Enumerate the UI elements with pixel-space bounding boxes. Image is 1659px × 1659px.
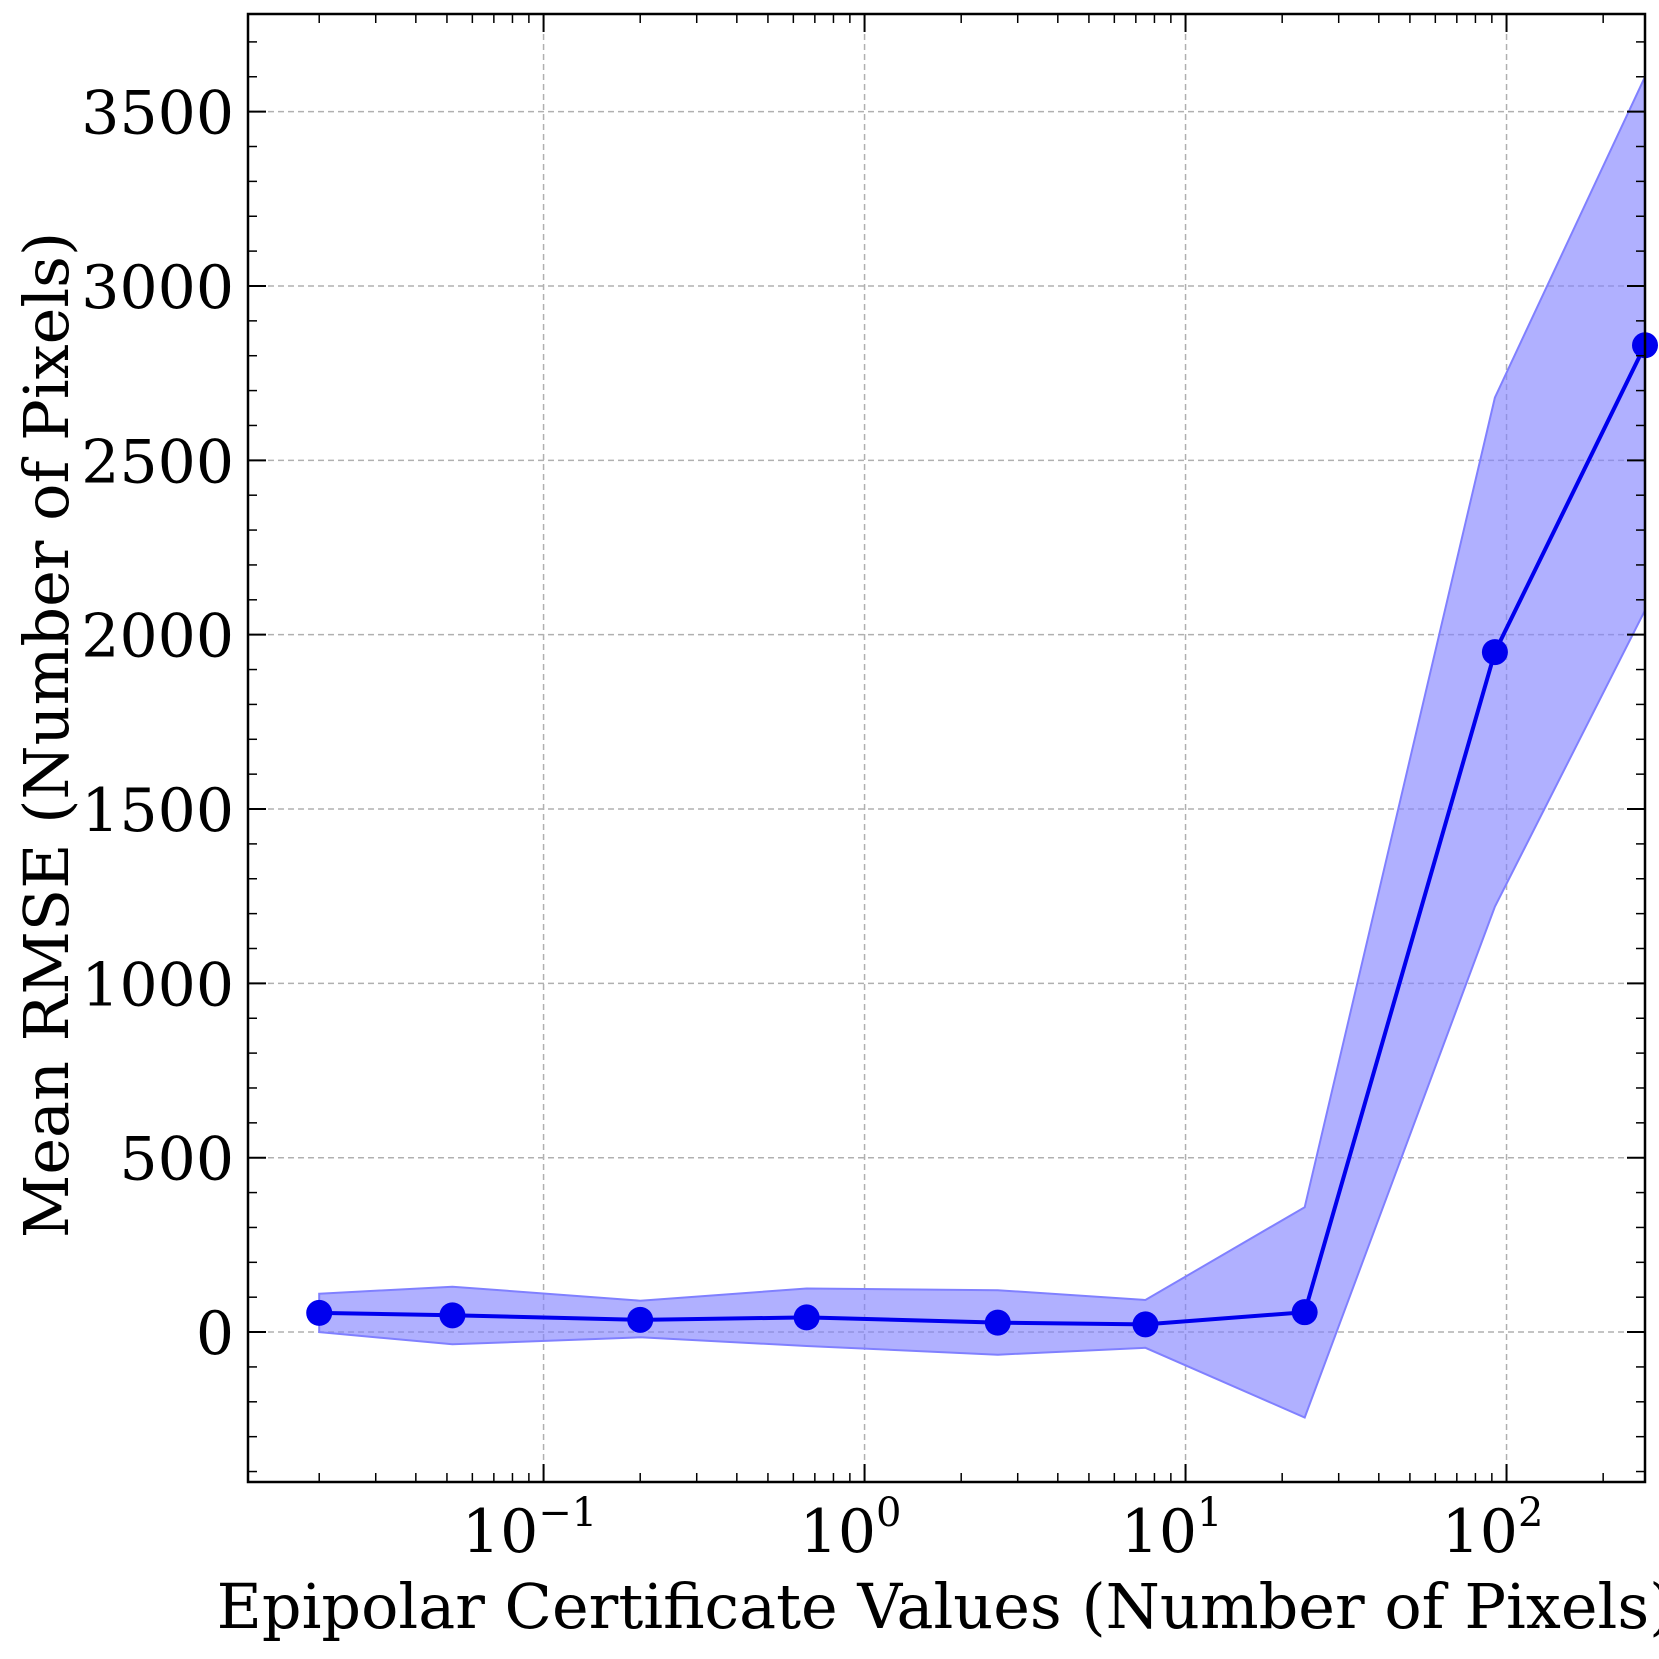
data-point xyxy=(1132,1311,1159,1338)
y-tick-label: 500 xyxy=(119,1125,234,1195)
y-tick-label: 0 xyxy=(196,1299,234,1369)
x-tick-label: 102 xyxy=(1442,1490,1544,1567)
y-tick-label: 2000 xyxy=(81,602,234,672)
axis-ticks xyxy=(248,14,1645,1482)
data-point xyxy=(1291,1299,1318,1326)
y-tick-label: 1000 xyxy=(81,950,234,1020)
x-tick-labels: 10−1 100 101 102 xyxy=(462,1490,1544,1567)
data-points xyxy=(306,332,1658,1338)
data-point xyxy=(1481,639,1508,666)
y-tick-label: 3500 xyxy=(81,79,234,149)
x-tick-label: 10−1 xyxy=(462,1490,597,1567)
data-point xyxy=(984,1309,1011,1336)
confidence-band xyxy=(318,76,1646,1419)
y-tick-label: 1500 xyxy=(81,776,234,846)
data-point xyxy=(793,1304,820,1331)
y-tick-labels: 0 500 1000 1500 2000 2500 3000 3500 xyxy=(81,79,234,1369)
data-point xyxy=(306,1299,333,1326)
y-tick-label: 3000 xyxy=(81,253,234,323)
plot-frame xyxy=(246,12,1647,1484)
grid-lines xyxy=(248,14,1645,1482)
x-tick-label: 100 xyxy=(800,1490,902,1567)
y-tick-label: 2500 xyxy=(81,427,234,497)
x-tick-label: 101 xyxy=(1121,1490,1223,1567)
y-axis-label: Mean RMSE (Number of Pixels) xyxy=(10,232,83,1238)
data-point xyxy=(439,1302,466,1329)
data-point xyxy=(627,1306,654,1333)
x-axis-label: Epipolar Certificate Values (Number of P… xyxy=(217,1570,1659,1643)
